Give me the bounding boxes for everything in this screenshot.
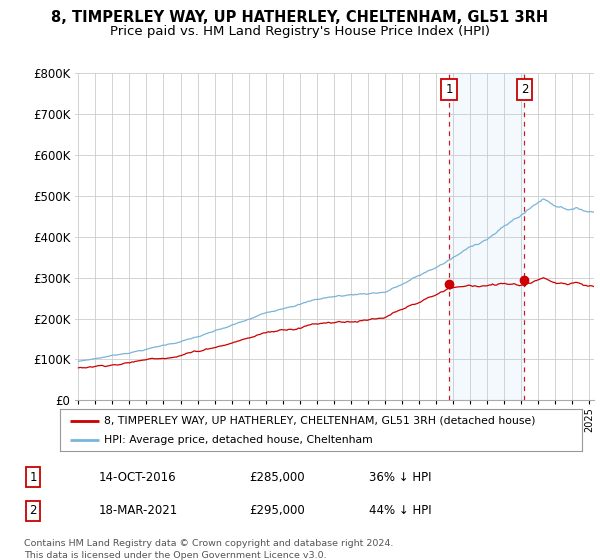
- Text: 36% ↓ HPI: 36% ↓ HPI: [369, 470, 431, 484]
- Text: 8, TIMPERLEY WAY, UP HATHERLEY, CHELTENHAM, GL51 3RH: 8, TIMPERLEY WAY, UP HATHERLEY, CHELTENH…: [52, 10, 548, 25]
- Text: 14-OCT-2016: 14-OCT-2016: [99, 470, 176, 484]
- Text: 1: 1: [445, 83, 453, 96]
- Text: 1: 1: [29, 470, 37, 484]
- Text: Contains HM Land Registry data © Crown copyright and database right 2024.
This d: Contains HM Land Registry data © Crown c…: [24, 539, 394, 559]
- Text: 8, TIMPERLEY WAY, UP HATHERLEY, CHELTENHAM, GL51 3RH (detached house): 8, TIMPERLEY WAY, UP HATHERLEY, CHELTENH…: [104, 416, 536, 426]
- Text: £285,000: £285,000: [249, 470, 305, 484]
- Text: £295,000: £295,000: [249, 504, 305, 517]
- Text: 2: 2: [521, 83, 528, 96]
- Text: HPI: Average price, detached house, Cheltenham: HPI: Average price, detached house, Chel…: [104, 435, 373, 445]
- Text: 18-MAR-2021: 18-MAR-2021: [99, 504, 178, 517]
- Text: Price paid vs. HM Land Registry's House Price Index (HPI): Price paid vs. HM Land Registry's House …: [110, 25, 490, 38]
- Text: 44% ↓ HPI: 44% ↓ HPI: [369, 504, 431, 517]
- Bar: [449, 73, 524, 400]
- Text: 2: 2: [29, 504, 37, 517]
